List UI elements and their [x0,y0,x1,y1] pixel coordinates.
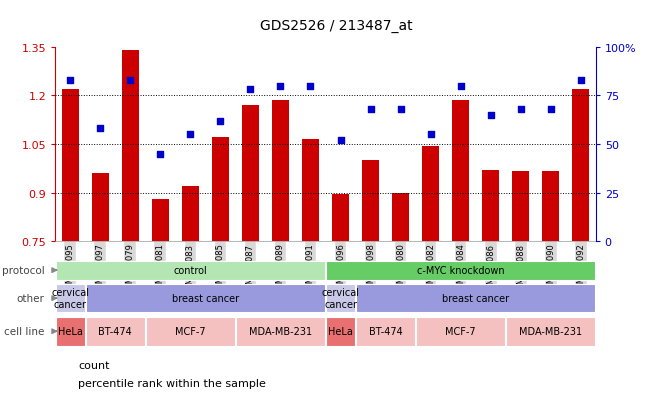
Text: cell line: cell line [4,326,44,337]
Point [546,106,556,113]
Bar [302,140,319,413]
Bar [416,317,505,346]
Bar [452,101,469,413]
Bar [326,261,595,280]
Bar [122,51,139,413]
Bar [242,106,258,413]
Text: breast cancer: breast cancer [442,293,509,304]
Point [95,126,105,132]
Text: c-MYC knockdown: c-MYC knockdown [417,266,505,275]
Text: cervical
cancer: cervical cancer [51,287,89,309]
Bar [356,317,415,346]
Text: protocol: protocol [2,266,44,275]
Bar [482,171,499,413]
Point [215,118,226,125]
Bar [152,199,169,413]
Bar [362,161,379,413]
Bar [326,317,355,346]
Bar [272,101,289,413]
Text: count: count [78,361,109,370]
Bar [92,173,109,413]
Text: other: other [17,293,44,304]
Bar [56,261,325,280]
Text: percentile rank within the sample: percentile rank within the sample [78,378,266,388]
Text: HeLa: HeLa [328,326,353,337]
Point [275,83,286,90]
Bar [393,193,409,413]
Text: breast cancer: breast cancer [172,293,239,304]
Point [125,77,135,84]
Text: HeLa: HeLa [58,326,83,337]
Bar [326,284,355,313]
Text: MCF-7: MCF-7 [175,326,206,337]
Bar [56,284,85,313]
Bar [512,172,529,413]
Bar [182,187,199,413]
Bar [506,317,595,346]
Bar [332,195,349,413]
Point [395,106,406,113]
Bar [236,317,325,346]
Bar [422,146,439,413]
Point [65,77,76,84]
Point [335,138,346,144]
Text: BT-474: BT-474 [368,326,402,337]
Point [186,131,196,138]
Point [305,83,316,90]
Bar [56,317,85,346]
Point [456,83,466,90]
Text: control: control [174,266,207,275]
Bar [572,90,589,413]
Text: MDA-MB-231: MDA-MB-231 [249,326,312,337]
Bar [86,284,325,313]
Text: MCF-7: MCF-7 [445,326,476,337]
Bar [542,172,559,413]
Bar [212,138,229,413]
Bar [146,317,235,346]
Point [365,106,376,113]
Bar [86,317,145,346]
Text: cervical
cancer: cervical cancer [322,287,359,309]
Bar [62,90,79,413]
Point [245,87,256,93]
Point [516,106,526,113]
Point [575,77,586,84]
Point [425,131,436,138]
Text: BT-474: BT-474 [98,326,132,337]
Text: GDS2526 / 213487_at: GDS2526 / 213487_at [260,19,413,33]
Bar [356,284,595,313]
Text: MDA-MB-231: MDA-MB-231 [519,326,582,337]
Point [155,151,165,157]
Point [486,112,496,119]
